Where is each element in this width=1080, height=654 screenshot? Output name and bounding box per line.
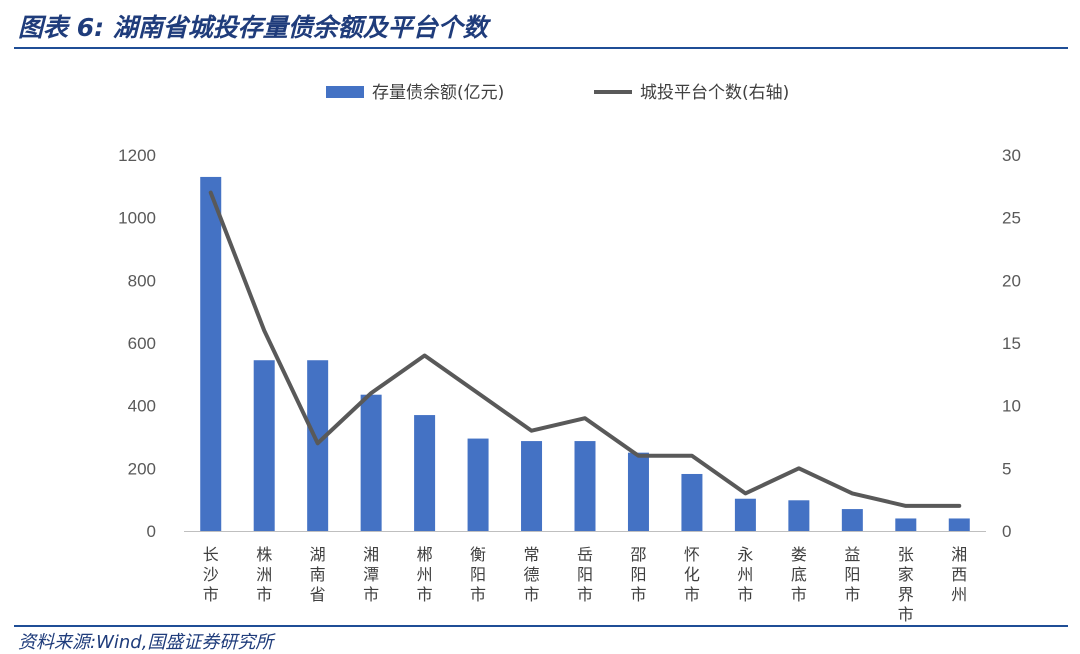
x-tick-label: 长沙市 [203, 545, 219, 604]
line-point [317, 442, 319, 444]
y-tick-label: 400 [128, 397, 156, 416]
x-tick-label: 湘潭市 [363, 545, 379, 604]
bar [414, 415, 436, 531]
x-tick-label: 怀化市 [684, 545, 700, 604]
source-rule [14, 625, 1068, 627]
x-tick-label: 常德市 [524, 545, 540, 604]
bar [253, 360, 275, 531]
x-tick-label: 衡阳市 [470, 545, 486, 604]
x-tick-label: 郴州市 [417, 545, 433, 604]
y2-tick-label: 20 [1002, 271, 1021, 290]
line-point [744, 492, 746, 494]
x-tick-label: 株洲市 [256, 545, 272, 604]
left-axis: 0 200 400 600 800 1000 1200 [118, 146, 156, 541]
bar [895, 518, 917, 531]
bar [681, 473, 703, 531]
line-point [424, 355, 426, 357]
y2-tick-label: 30 [1002, 146, 1021, 165]
line-point [477, 392, 479, 394]
legend-line-label: 城投平台个数(右轴) [640, 83, 789, 103]
x-tick-label: 湘西州 [951, 545, 967, 604]
bar [360, 394, 382, 531]
line-point [851, 492, 853, 494]
x-axis: 长沙市 株洲市 湖南省 湘潭市 郴州市 衡阳市 常德市 岳阳市 邵阳市 怀化市 永州市 娄底市 益阳市 张… [184, 531, 986, 624]
figure-source: 资料来源:Wind,国盛证券研究所 [18, 632, 274, 653]
bar [841, 509, 863, 531]
line-point [905, 505, 907, 507]
line-point [210, 192, 212, 194]
x-tick-label: 岳阳市 [577, 545, 593, 604]
x-tick-label: 邵阳市 [630, 545, 646, 604]
y2-tick-label: 10 [1002, 397, 1021, 416]
legend: 存量债余额(亿元) 城投平台个数(右轴) [326, 83, 789, 103]
bar [948, 518, 970, 531]
bar-series [200, 176, 970, 531]
y-tick-label: 800 [128, 271, 156, 290]
bar [627, 452, 649, 531]
figure-title: 图表 6: 湖南省城投存量债余额及平台个数 [18, 13, 488, 42]
y2-tick-label: 15 [1002, 334, 1021, 353]
line-series [208, 190, 962, 508]
line-point [531, 430, 533, 432]
line-point [584, 417, 586, 419]
line-point [798, 467, 800, 469]
title-rule [14, 47, 1068, 49]
y-tick-label: 200 [128, 459, 156, 478]
y2-tick-label: 5 [1002, 459, 1011, 478]
line-point [370, 392, 372, 394]
x-tick-label: 湖南省 [310, 545, 326, 604]
chart: 存量债余额(亿元) 城投平台个数(右轴) 0200400600800100012… [118, 83, 1021, 624]
line-point [691, 455, 693, 457]
line-point [263, 329, 265, 331]
legend-bar-label: 存量债余额(亿元) [372, 83, 504, 103]
y-tick-label: 1200 [118, 146, 156, 165]
line-point [637, 455, 639, 457]
legend-bar-swatch [326, 86, 364, 98]
bar [788, 500, 810, 531]
y-tick-label: 0 [147, 522, 156, 541]
x-tick-label: 张家界市 [898, 545, 914, 624]
line-point [958, 505, 960, 507]
bar [200, 176, 222, 531]
bar [467, 438, 489, 531]
right-axis: 0 5 10 15 20 25 30 [1002, 146, 1021, 541]
bar [307, 360, 329, 531]
y-tick-label: 600 [128, 334, 156, 353]
y2-tick-label: 25 [1002, 209, 1021, 228]
x-tick-label: 娄底市 [791, 545, 807, 604]
x-tick-label: 永州市 [737, 545, 753, 604]
bar [574, 441, 596, 531]
x-tick-label: 益阳市 [844, 545, 860, 604]
y-tick-label: 1000 [118, 209, 156, 228]
bar [734, 498, 756, 531]
bar [521, 441, 543, 531]
y2-tick-label: 0 [1002, 522, 1011, 541]
